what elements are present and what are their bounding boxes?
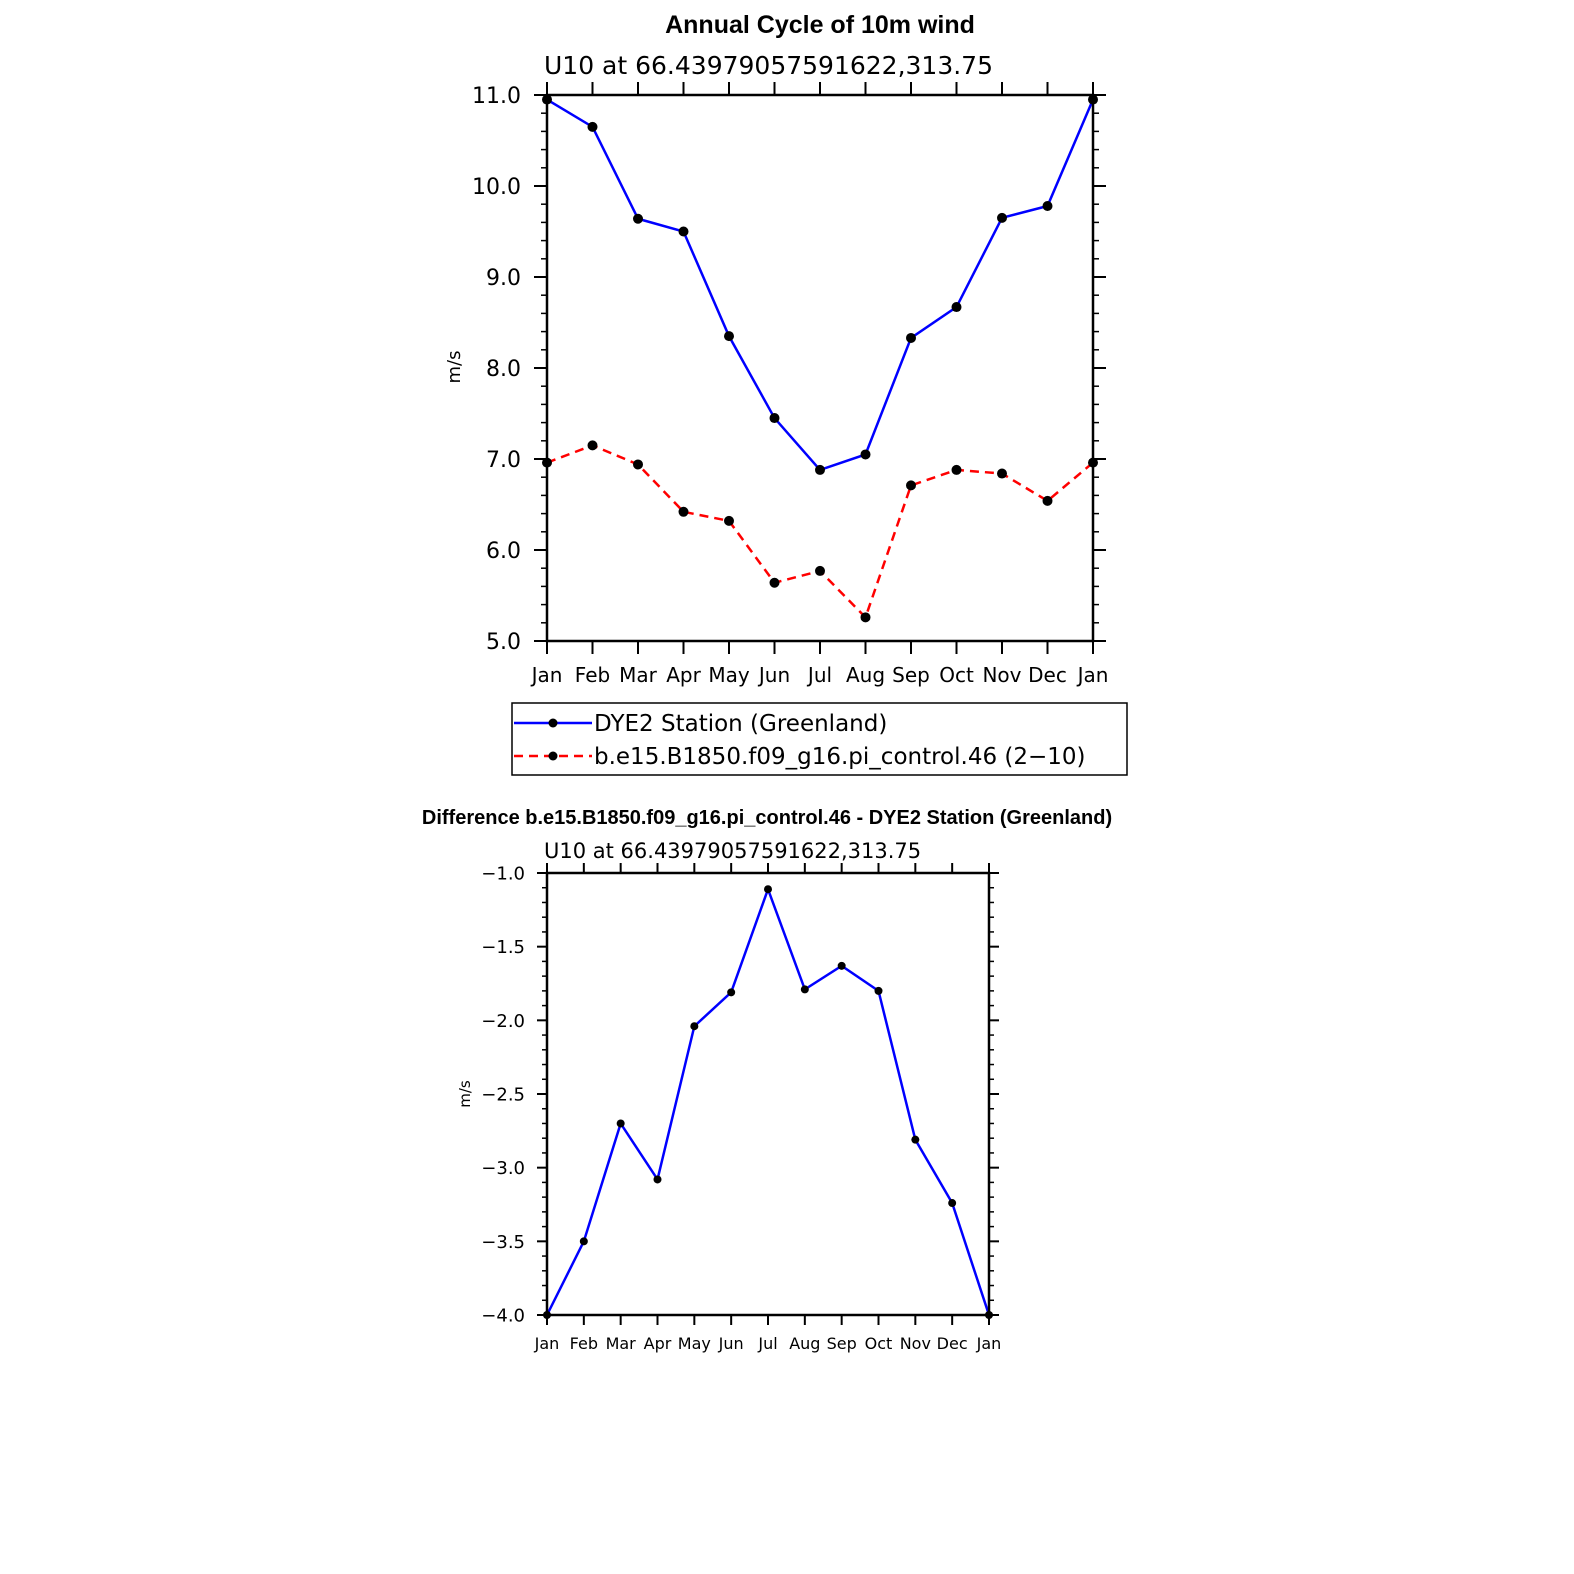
series-line-0 bbox=[545, 885, 991, 1316]
y-tick-label: −2.0 bbox=[481, 1011, 525, 1032]
series-0-point bbox=[769, 413, 780, 424]
x-tick-label: May bbox=[678, 1334, 711, 1353]
x-tick-label: Sep bbox=[892, 663, 930, 687]
y-tick-label: 10.0 bbox=[472, 175, 521, 200]
series-0-point bbox=[727, 988, 736, 997]
series-0-point bbox=[587, 121, 598, 132]
series-0-point bbox=[724, 331, 734, 342]
x-tick-label: Mar bbox=[606, 1334, 637, 1353]
x-tick-label: Apr bbox=[644, 1334, 672, 1353]
legend-box bbox=[511, 702, 1128, 776]
series-0-point bbox=[764, 885, 772, 894]
legend-marker-model bbox=[548, 751, 558, 761]
x-tick-label: Jan bbox=[534, 1334, 560, 1353]
x-tick-label: Jan bbox=[1076, 663, 1109, 687]
legend-marker-dye2 bbox=[548, 718, 558, 728]
chart2-plot-frame bbox=[545, 871, 991, 1317]
x-tick-label: Jun bbox=[718, 1334, 744, 1353]
y-tick-label: −1.0 bbox=[481, 863, 525, 884]
series-0-point bbox=[948, 1199, 957, 1208]
y-tick-label: 7.0 bbox=[486, 448, 521, 473]
series-0-point bbox=[911, 1135, 920, 1144]
x-tick-label: Sep bbox=[827, 1334, 857, 1353]
annual-cycle-chart: Annual Cycle of 10m wind U10 at 66.43979… bbox=[444, 11, 1128, 776]
x-tick-label: Jul bbox=[757, 1334, 777, 1353]
series-0-point bbox=[633, 213, 643, 224]
chart1-ticks: Jan Feb Mar Apr May Jun Jul Aug Sep Oct Nov Dec Jan 5… bbox=[472, 82, 1108, 687]
chart1-legend: DYE2 Station (Greenland) b.e15.B1850.f09… bbox=[511, 702, 1128, 776]
x-tick-label: Nov bbox=[900, 1334, 931, 1353]
x-tick-label: Jan bbox=[976, 1334, 1002, 1353]
legend-label-dye2: DYE2 Station (Greenland) bbox=[594, 711, 887, 737]
y-tick-label: −1.5 bbox=[481, 937, 525, 958]
x-tick-label: Oct bbox=[865, 1334, 893, 1353]
chart2-title: Difference b.e15.B1850.f09_g16.pi_contro… bbox=[422, 807, 1112, 829]
y-tick-label: −4.0 bbox=[481, 1305, 525, 1326]
series-1-point bbox=[1042, 495, 1053, 506]
legend-label-model: b.e15.B1850.f09_g16.pi_control.46 (2−10) bbox=[594, 744, 1086, 770]
series-0-point bbox=[690, 1022, 699, 1031]
x-tick-label: May bbox=[708, 663, 750, 687]
series-line-0 bbox=[546, 98, 1095, 472]
series-1-point bbox=[815, 565, 825, 576]
x-tick-label: Jul bbox=[806, 663, 832, 687]
x-tick-label: Oct bbox=[939, 663, 974, 687]
y-tick-label: −3.0 bbox=[481, 1158, 525, 1179]
chart2-series bbox=[543, 885, 993, 1319]
series-1-point bbox=[951, 464, 962, 475]
y-tick-label: 9.0 bbox=[486, 266, 521, 291]
series-0-point bbox=[837, 961, 846, 970]
chart1-series bbox=[542, 94, 1098, 623]
chart2-ylabel: m/s bbox=[456, 1080, 474, 1108]
series-0-point bbox=[800, 985, 809, 994]
y-tick-label: 6.0 bbox=[486, 539, 521, 564]
x-tick-label: Aug bbox=[846, 663, 885, 687]
series-1-point bbox=[769, 577, 780, 588]
y-tick-label: 5.0 bbox=[486, 630, 521, 655]
difference-chart: Difference b.e15.B1850.f09_g16.pi_contro… bbox=[422, 807, 1112, 1353]
chart2-ticks: Jan Feb Mar Apr May Jun Jul Aug Sep Oct Nov Dec Jan−… bbox=[481, 863, 1001, 1353]
x-tick-label: Aug bbox=[789, 1334, 820, 1353]
x-tick-label: Nov bbox=[982, 663, 1021, 687]
series-1-point bbox=[906, 480, 916, 491]
y-tick-label: 11.0 bbox=[472, 84, 521, 109]
x-tick-label: Dec bbox=[1028, 663, 1067, 687]
chart1-subtitle: U10 at 66.43979057591622,313.75 bbox=[544, 51, 993, 80]
series-1-point bbox=[997, 468, 1007, 479]
x-tick-label: Dec bbox=[937, 1334, 968, 1353]
chart1-ylabel: m/s bbox=[444, 351, 465, 384]
x-tick-label: Jan bbox=[530, 663, 563, 687]
y-tick-label: −2.5 bbox=[481, 1084, 525, 1105]
series-1-point bbox=[860, 612, 871, 623]
series-0-point bbox=[616, 1119, 625, 1128]
series-0-point bbox=[815, 464, 825, 475]
series-0-point bbox=[653, 1175, 662, 1184]
series-0-point bbox=[906, 332, 916, 343]
series-1-point bbox=[724, 515, 734, 526]
series-0-point bbox=[860, 449, 871, 460]
chart1-title: Annual Cycle of 10m wind bbox=[665, 11, 975, 39]
x-tick-label: Jun bbox=[757, 663, 790, 687]
y-tick-label: −3.5 bbox=[481, 1232, 525, 1253]
chart2-subtitle: U10 at 66.43979057591622,313.75 bbox=[544, 839, 921, 863]
chart1-plot-frame bbox=[545, 93, 1095, 643]
x-tick-label: Feb bbox=[570, 1334, 598, 1353]
series-0-point bbox=[997, 212, 1007, 223]
series-1-point bbox=[633, 459, 643, 470]
series-0-point bbox=[874, 986, 883, 995]
series-0-point bbox=[579, 1237, 588, 1246]
x-tick-label: Feb bbox=[575, 663, 610, 687]
series-1-point bbox=[678, 506, 689, 517]
y-tick-label: 8.0 bbox=[486, 357, 521, 382]
x-tick-label: Mar bbox=[619, 663, 658, 687]
series-0-point bbox=[1042, 201, 1053, 212]
series-0-point bbox=[951, 302, 962, 313]
series-0-point bbox=[678, 226, 689, 237]
x-tick-label: Apr bbox=[666, 663, 701, 687]
series-1-point bbox=[587, 440, 598, 451]
